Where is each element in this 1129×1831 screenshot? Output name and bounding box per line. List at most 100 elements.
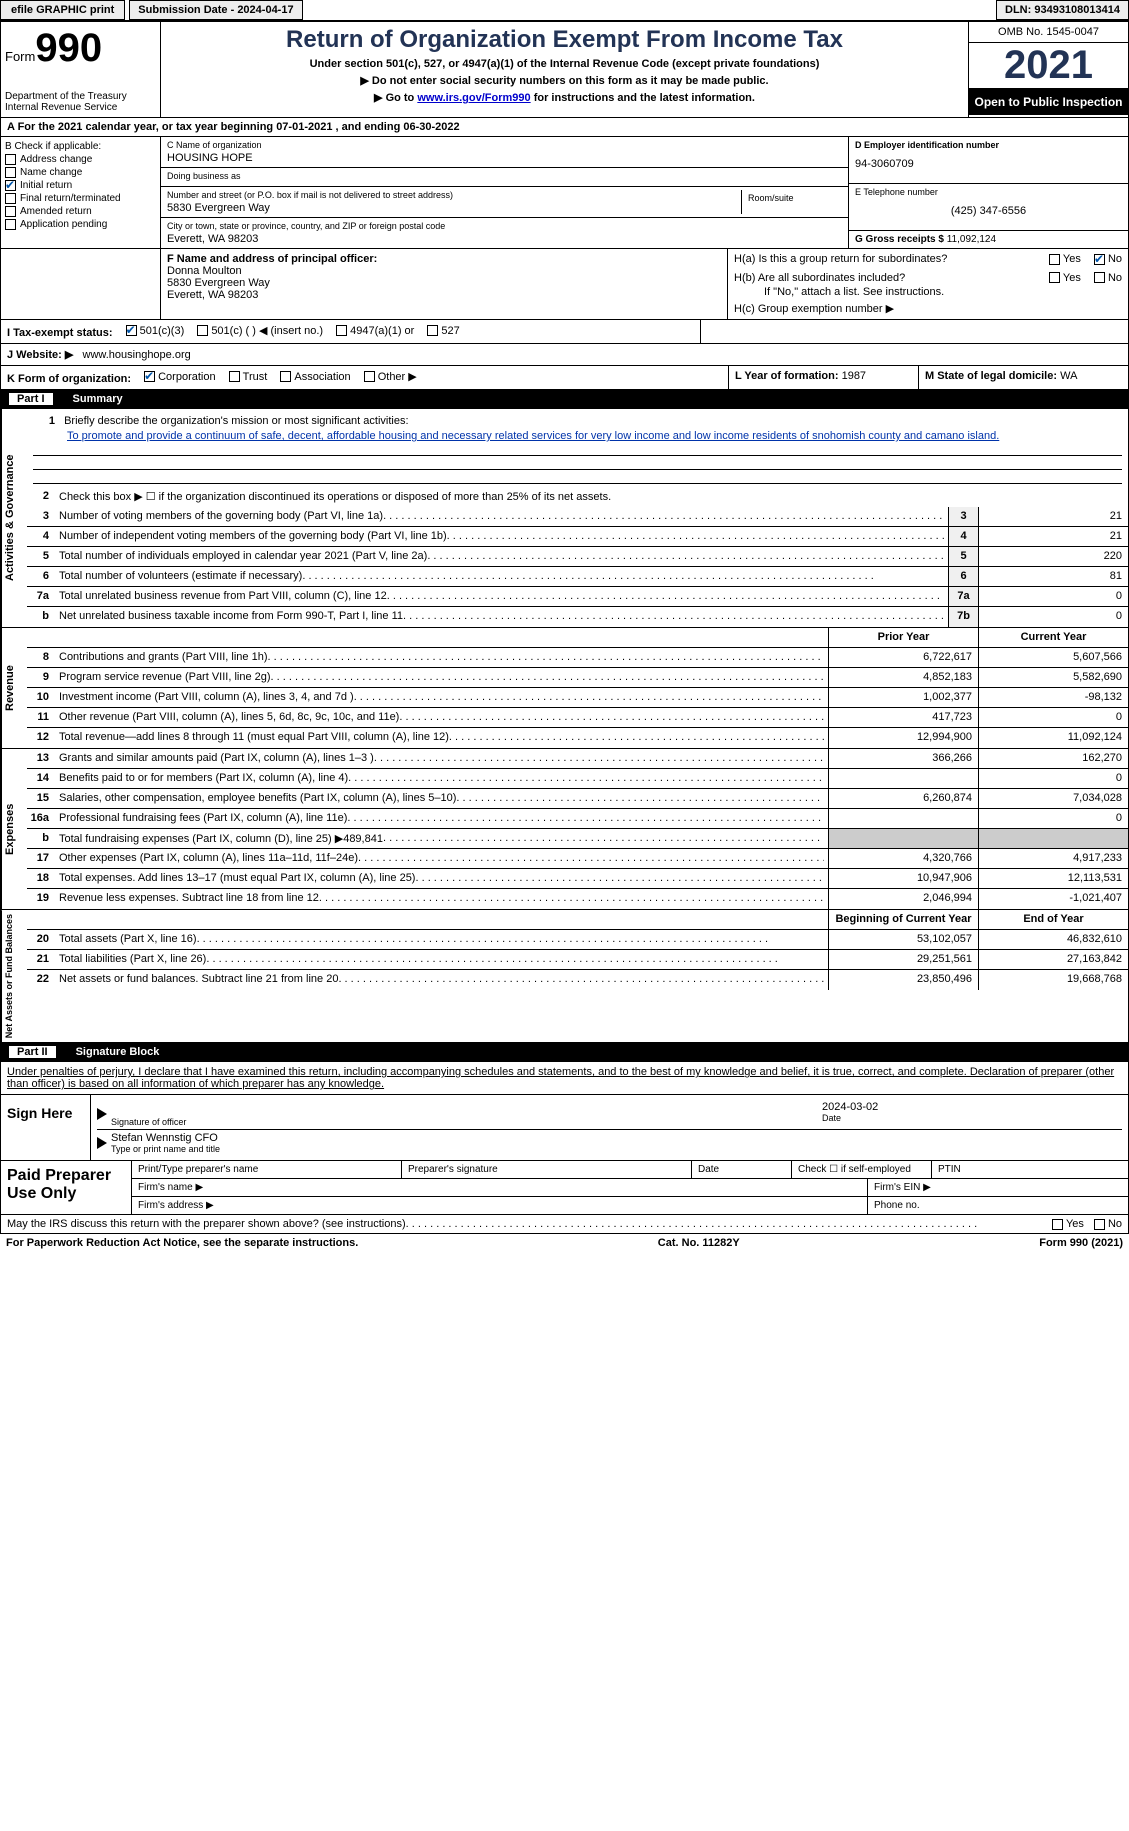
checkbox-icon[interactable] (1052, 1219, 1063, 1230)
checkbox-icon[interactable] (280, 371, 291, 382)
sig-officer-label: Signature of officer (111, 1117, 822, 1127)
expenses-section: Expenses 13 Grants and similar amounts p… (0, 749, 1129, 910)
check-final-return[interactable]: Final return/terminated (5, 193, 156, 204)
irs-link[interactable]: www.irs.gov/Form990 (417, 92, 530, 104)
check-name-change[interactable]: Name change (5, 167, 156, 178)
phone-label: E Telephone number (855, 187, 1122, 197)
submission-date: Submission Date - 2024-04-17 (129, 0, 302, 20)
checkbox-icon (5, 219, 16, 230)
checkbox-icon (5, 180, 16, 191)
org-name: HOUSING HOPE (167, 150, 842, 164)
summary-line: 11 Other revenue (Part VIII, column (A),… (27, 708, 1128, 728)
summary-line: 21 Total liabilities (Part X, line 26) 2… (27, 950, 1128, 970)
mission-text: To promote and provide a continuum of sa… (67, 430, 999, 442)
checkbox-icon (5, 167, 16, 178)
header-left: Form990 Department of the Treasury Inter… (1, 22, 161, 117)
firm-name-label: Firm's name ▶ (132, 1179, 868, 1196)
checkbox-icon[interactable] (126, 325, 137, 336)
checkbox-icon[interactable] (197, 325, 208, 336)
hc-label: H(c) Group exemption number ▶ (734, 302, 1122, 315)
check-address-change[interactable]: Address change (5, 154, 156, 165)
prep-sig-label: Preparer's signature (402, 1161, 692, 1178)
revenue-section: Revenue Prior Year Current Year 8 Contri… (0, 628, 1129, 749)
top-bar: efile GRAPHIC print Submission Date - 20… (0, 0, 1129, 21)
summary-line: 10 Investment income (Part VIII, column … (27, 688, 1128, 708)
checkbox-icon[interactable] (1049, 272, 1060, 283)
header-center: Return of Organization Exempt From Incom… (161, 22, 968, 117)
ha-label: H(a) Is this a group return for subordin… (734, 253, 967, 268)
summary-line: 22 Net assets or fund balances. Subtract… (27, 970, 1128, 990)
firm-ein-label: Firm's EIN ▶ (868, 1179, 1128, 1196)
checkbox-icon[interactable] (1094, 254, 1105, 265)
prep-name-label: Print/Type preparer's name (132, 1161, 402, 1178)
part1-header: Part I Summary (0, 390, 1129, 409)
form-header: Form990 Department of the Treasury Inter… (0, 21, 1129, 118)
summary-line: 5 Total number of individuals employed i… (27, 547, 1128, 567)
efile-print-button[interactable]: efile GRAPHIC print (0, 0, 125, 20)
summary-line: 6 Total number of volunteers (estimate i… (27, 567, 1128, 587)
paid-preparer-label: Paid Preparer Use Only (1, 1161, 131, 1214)
summary-line: b Total fundraising expenses (Part IX, c… (27, 829, 1128, 849)
netassets-section: Net Assets or Fund Balances Beginning of… (0, 910, 1129, 1043)
begin-year-header: Beginning of Current Year (828, 910, 978, 929)
discuss-row: May the IRS discuss this return with the… (0, 1215, 1129, 1234)
checkbox-icon (5, 206, 16, 217)
checkbox-icon[interactable] (336, 325, 347, 336)
row-a-tax-year: A For the 2021 calendar year, or tax yea… (0, 118, 1129, 137)
open-to-public: Open to Public Inspection (969, 89, 1128, 115)
gross-value: 11,092,124 (947, 234, 996, 245)
prep-date-label: Date (692, 1161, 792, 1178)
checkbox-icon[interactable] (229, 371, 240, 382)
ein-label: D Employer identification number (855, 140, 1122, 150)
officer-typed-name: Stefan Wennstig CFO (111, 1132, 1122, 1144)
dln: DLN: 93493108013414 (996, 0, 1129, 20)
dba-value (167, 181, 842, 183)
checkbox-icon[interactable] (427, 325, 438, 336)
row-i-tax-status: I Tax-exempt status: 501(c)(3) 501(c) ( … (0, 320, 1129, 344)
summary-line: 17 Other expenses (Part IX, column (A), … (27, 849, 1128, 869)
checkbox-icon[interactable] (1049, 254, 1060, 265)
activities-governance-section: Activities & Governance 1 Briefly descri… (0, 409, 1129, 628)
officer-label: F Name and address of principal officer: (167, 253, 721, 265)
instruction-2: ▶ Go to www.irs.gov/Form990 for instruct… (171, 91, 958, 104)
current-year-header: Current Year (978, 628, 1128, 647)
summary-line: 4 Number of independent voting members o… (27, 527, 1128, 547)
check-application-pending[interactable]: Application pending (5, 219, 156, 230)
ptin-label: PTIN (932, 1161, 1128, 1178)
checkbox-icon (5, 154, 16, 165)
hb-note: If "No," attach a list. See instructions… (734, 286, 1122, 298)
summary-line: 19 Revenue less expenses. Subtract line … (27, 889, 1128, 909)
officer-addr2: Everett, WA 98203 (167, 289, 721, 301)
header-right: OMB No. 1545-0047 2021 Open to Public In… (968, 22, 1128, 117)
dept-treasury: Department of the Treasury (5, 91, 156, 102)
checkbox-icon[interactable] (364, 371, 375, 382)
vert-expenses: Expenses (1, 749, 27, 909)
section-b: B Check if applicable: Address change Na… (1, 137, 161, 248)
footer-row: For Paperwork Reduction Act Notice, see … (0, 1234, 1129, 1252)
check-initial-return[interactable]: Initial return (5, 180, 156, 191)
address-label: Number and street (or P.O. box if mail i… (167, 190, 741, 200)
summary-line: 18 Total expenses. Add lines 13–17 (must… (27, 869, 1128, 889)
firm-addr-label: Firm's address ▶ (132, 1197, 868, 1214)
summary-line: 3 Number of voting members of the govern… (27, 507, 1128, 527)
checkbox-icon[interactable] (1094, 272, 1105, 283)
summary-line: 20 Total assets (Part X, line 16) 53,102… (27, 930, 1128, 950)
checkbox-icon[interactable] (1094, 1219, 1105, 1230)
website-value: www.housinghope.org (83, 349, 191, 361)
address-value: 5830 Evergreen Way (167, 200, 741, 214)
city-label: City or town, state or province, country… (167, 221, 842, 231)
arrow-icon (97, 1108, 107, 1120)
arrow-icon (97, 1137, 107, 1149)
checkbox-icon[interactable] (144, 371, 155, 382)
form-ref: Form 990 (2021) (1039, 1237, 1123, 1249)
mission-label: Briefly describe the organization's miss… (64, 415, 408, 427)
summary-line: 8 Contributions and grants (Part VIII, l… (27, 648, 1128, 668)
check-amended[interactable]: Amended return (5, 206, 156, 217)
omb-number: OMB No. 1545-0047 (969, 22, 1128, 43)
section-c: C Name of organization HOUSING HOPE Doin… (161, 137, 848, 248)
summary-line: 12 Total revenue—add lines 8 through 11 … (27, 728, 1128, 748)
paperwork-notice: For Paperwork Reduction Act Notice, see … (6, 1237, 358, 1249)
form-subtitle: Under section 501(c), 527, or 4947(a)(1)… (171, 58, 958, 70)
part2-header: Part II Signature Block (0, 1043, 1129, 1062)
row-klm: K Form of organization: Corporation Trus… (0, 366, 1129, 390)
